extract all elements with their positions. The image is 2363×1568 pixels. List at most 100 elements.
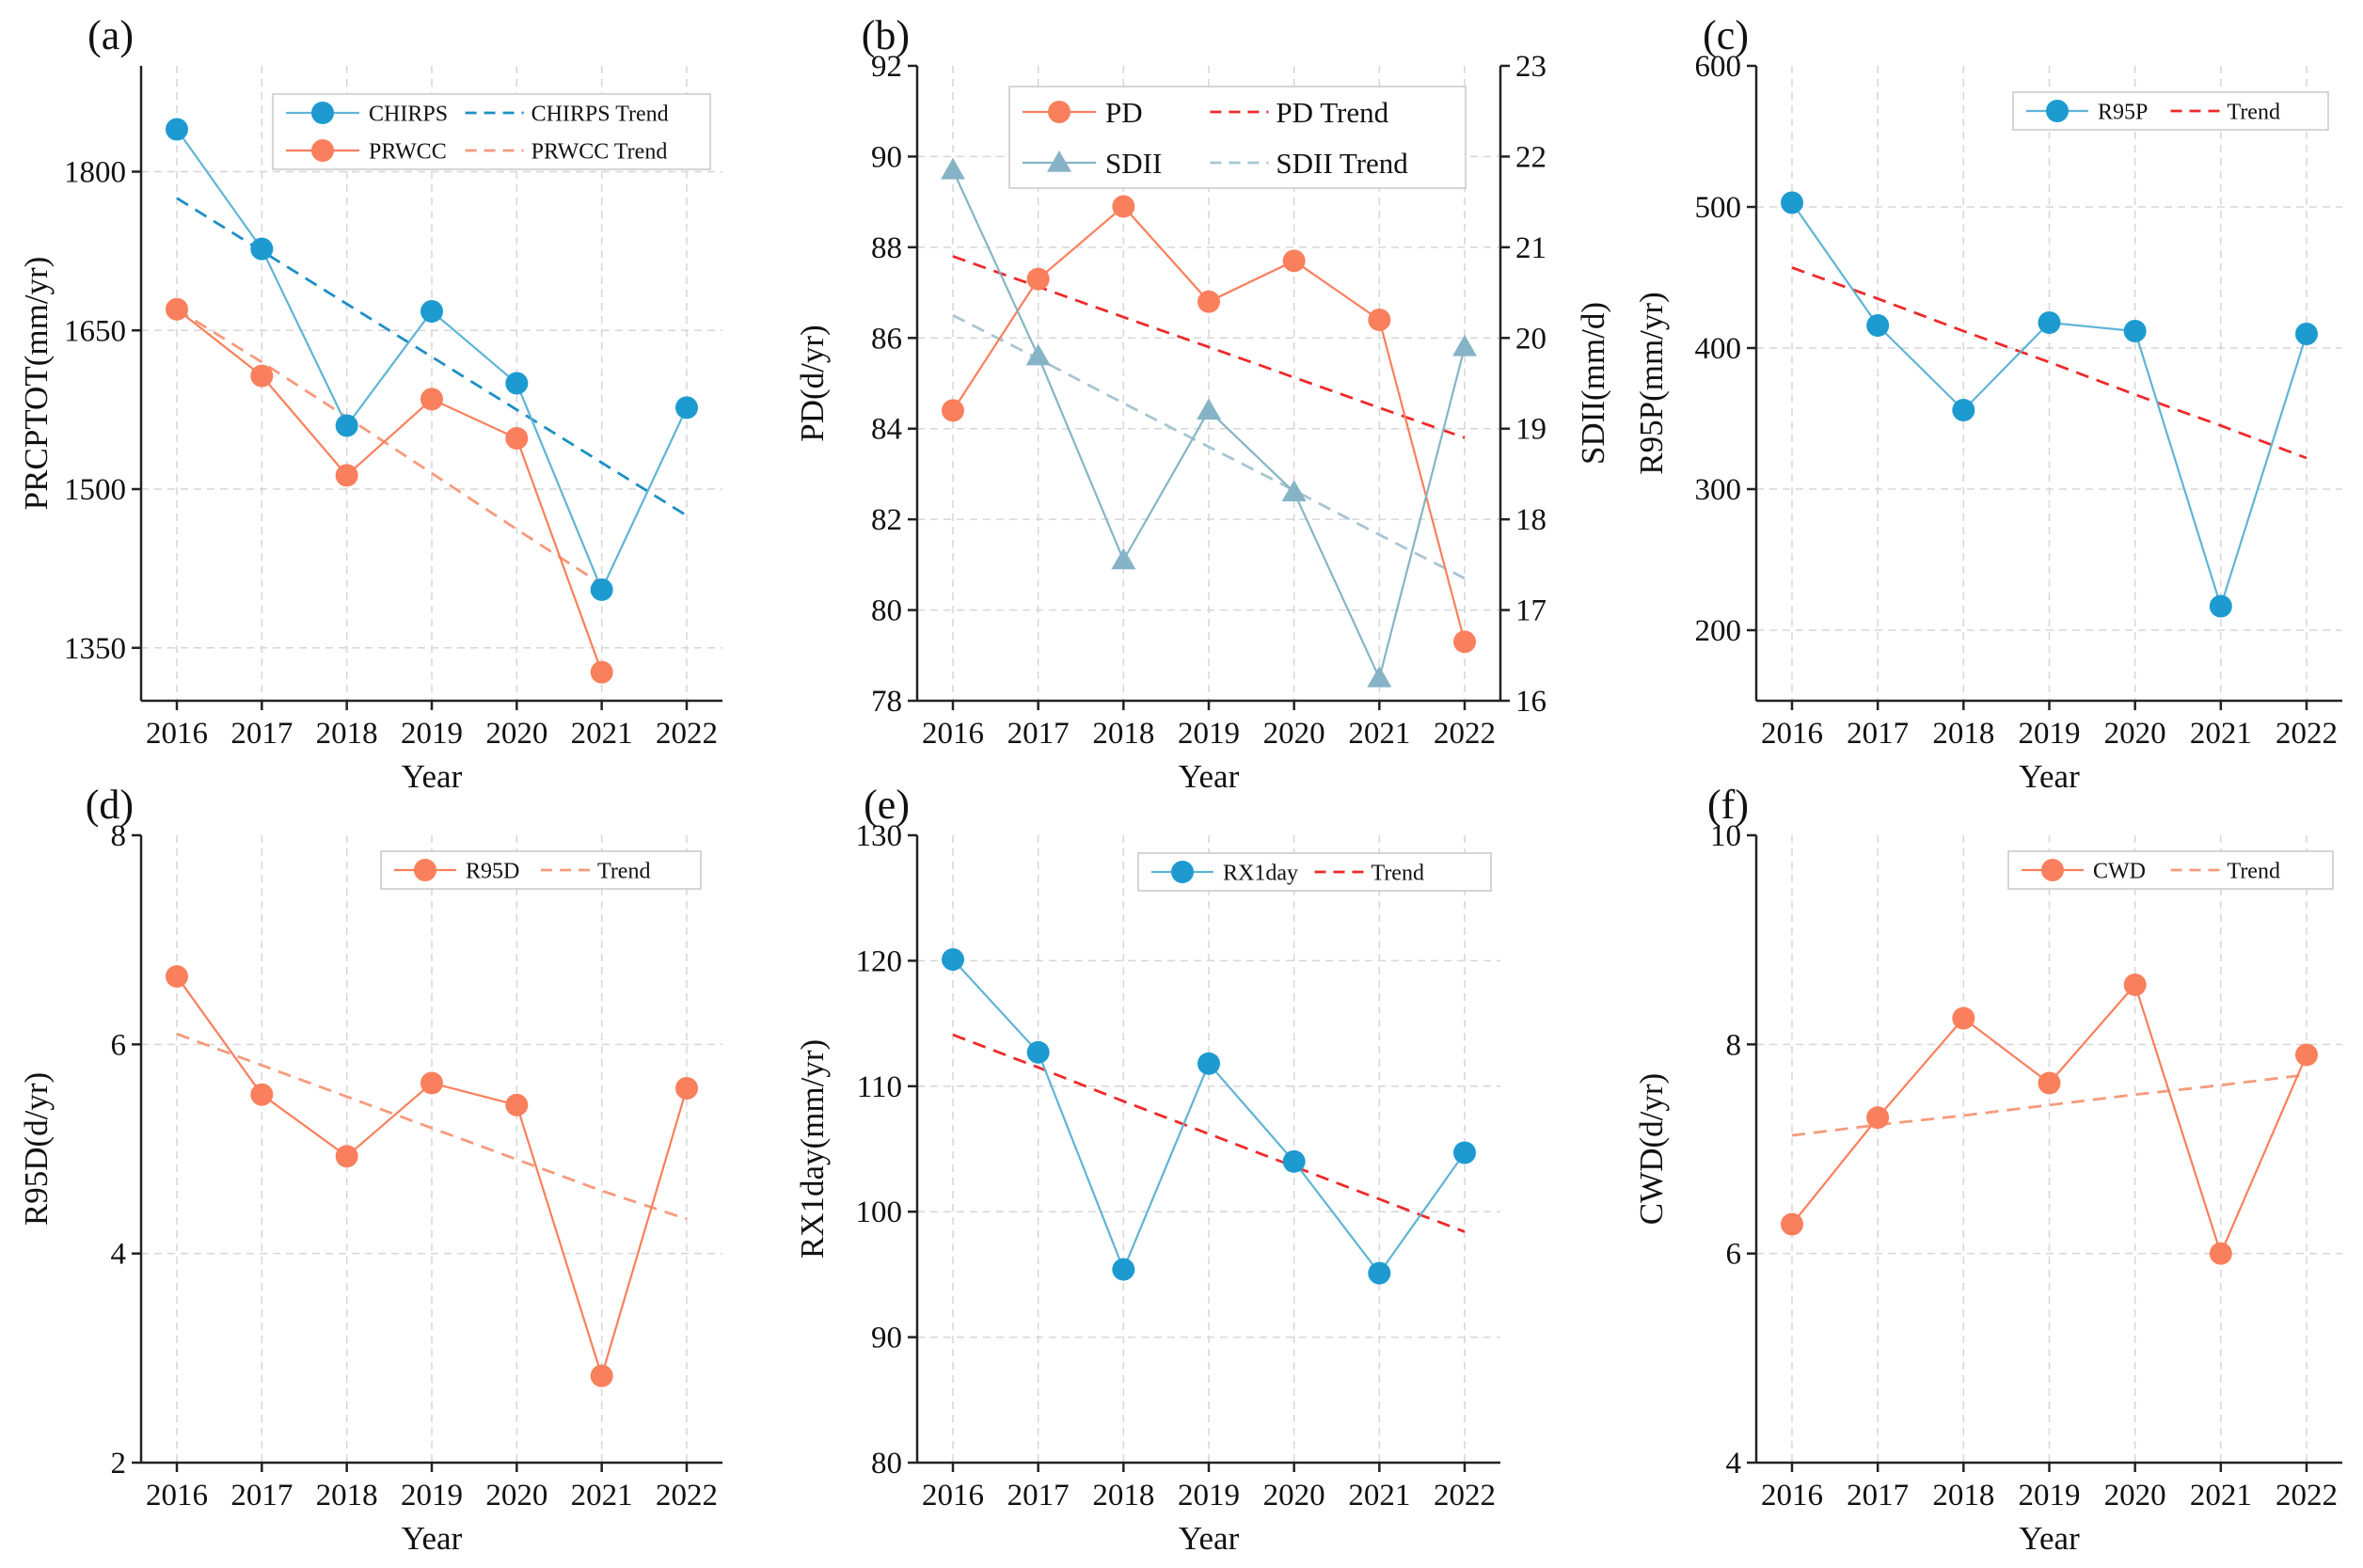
x-tick-label: 2021 bbox=[2190, 1479, 2252, 1513]
panel-label: (e) bbox=[864, 782, 910, 828]
chart-panel-5: 80 90 100 110 120 130 2016 2017 2018 2019 2020 2021… bbox=[794, 782, 1500, 1557]
legend-box bbox=[1008, 86, 1467, 189]
y-tick-label: 80 bbox=[871, 1447, 902, 1481]
x-tick-label: 2016 bbox=[146, 717, 208, 751]
x-axis-title: Year bbox=[402, 758, 463, 795]
data-point-r95d bbox=[505, 1093, 529, 1117]
legend-series-marker bbox=[2046, 100, 2069, 122]
x-tick-label: 2018 bbox=[1092, 717, 1154, 751]
data-point-rx1day bbox=[942, 948, 964, 972]
y-tick-label: 4 bbox=[111, 1238, 127, 1272]
chart-panel-3: 200 300 400 500 600 2016 2017 2018 2019 2020 2021 2… bbox=[1633, 12, 2342, 795]
legend-trend-label: SDII Trend bbox=[1276, 147, 1408, 180]
y-tick-label: 90 bbox=[871, 1322, 902, 1355]
y-tick-label: 120 bbox=[856, 944, 903, 978]
y-tick-label: 86 bbox=[871, 322, 902, 356]
x-tick-label: 2016 bbox=[1761, 1479, 1823, 1513]
data-point-r95p bbox=[2038, 311, 2061, 334]
legend-trend-label: PD Trend bbox=[1276, 96, 1388, 129]
y-tick-label: 300 bbox=[1695, 473, 1742, 507]
data-point-rx1day bbox=[1453, 1141, 1476, 1164]
x-axis-title: Year bbox=[1179, 1520, 1240, 1557]
y-tick-label: 200 bbox=[1695, 614, 1742, 648]
y-tick-label: 500 bbox=[1695, 191, 1742, 225]
panel-label: (f) bbox=[1707, 782, 1749, 828]
y-tick-label: 8 bbox=[1726, 1028, 1742, 1062]
trend-line-trend bbox=[1791, 266, 2307, 460]
x-tick-label: 2020 bbox=[2104, 1479, 2166, 1513]
chart-panel-6: 4 6 8 10 2016 2017 2018 2019 2020 2021 2022 Year CWD… bbox=[1633, 782, 2342, 1557]
y-right-tick-label: 18 bbox=[1515, 503, 1546, 537]
data-point-r95d bbox=[335, 1145, 358, 1168]
panel-label: (b) bbox=[862, 12, 910, 58]
legend-series-label: CHIRPS bbox=[369, 102, 448, 126]
x-tick-label: 2018 bbox=[1932, 717, 1994, 751]
data-point-sdii bbox=[1367, 665, 1392, 688]
legend-trend-label: PRWCC Trend bbox=[531, 139, 668, 164]
x-tick-label: 2016 bbox=[922, 717, 984, 751]
y-tick-label: 100 bbox=[856, 1196, 903, 1229]
data-point-pd bbox=[1368, 309, 1391, 331]
y-right-tick-label: 23 bbox=[1515, 50, 1546, 84]
data-point-cwd bbox=[2123, 973, 2147, 996]
y-tick-label: 84 bbox=[871, 413, 902, 447]
x-tick-label: 2016 bbox=[146, 1479, 208, 1513]
y-right-tick-label: 16 bbox=[1515, 685, 1546, 719]
legend-series-marker bbox=[1171, 861, 1194, 883]
legend-trend-label: CHIRPS Trend bbox=[531, 102, 669, 126]
data-point-r95p bbox=[1952, 399, 1975, 421]
data-point-r95d bbox=[250, 1083, 274, 1106]
x-tick-label: 2019 bbox=[401, 717, 463, 751]
legend-series-marker bbox=[1048, 101, 1070, 123]
y-tick-label: 88 bbox=[871, 231, 902, 265]
panel-label: (c) bbox=[1703, 12, 1749, 58]
y-tick-label: 400 bbox=[1695, 332, 1742, 366]
x-tick-label: 2019 bbox=[1178, 717, 1240, 751]
y-tick-label: 8 bbox=[111, 819, 127, 853]
legend-trend-label: Trend bbox=[2228, 100, 2280, 124]
y-tick-label: 6 bbox=[1726, 1238, 1742, 1272]
x-tick-label: 2020 bbox=[485, 717, 547, 751]
data-point-rx1day bbox=[1026, 1040, 1050, 1064]
y-axis-title: R95D(d/yr) bbox=[18, 1072, 55, 1226]
legend-series-label: CWD bbox=[2093, 859, 2146, 883]
data-point-r95d bbox=[675, 1077, 698, 1101]
data-point-cwd bbox=[2295, 1043, 2318, 1067]
y-tick-label: 10 bbox=[1710, 819, 1741, 853]
y-tick-label: 130 bbox=[856, 819, 903, 853]
x-tick-label: 2018 bbox=[1092, 1479, 1154, 1513]
legend-series-marker bbox=[2041, 859, 2064, 881]
data-point-r95d bbox=[420, 1071, 443, 1095]
data-point-cwd bbox=[1781, 1212, 1803, 1236]
data-point-cwd bbox=[2038, 1071, 2061, 1095]
x-tick-label: 2020 bbox=[485, 1479, 547, 1513]
x-tick-label: 2019 bbox=[1178, 1479, 1240, 1513]
x-tick-label: 2017 bbox=[1007, 717, 1070, 751]
data-point-prwcc bbox=[590, 660, 613, 684]
x-tick-label: 2018 bbox=[316, 717, 378, 751]
x-tick-label: 2018 bbox=[316, 1479, 378, 1513]
y-right-tick-label: 22 bbox=[1515, 140, 1546, 174]
y-axis-title: R95P(mm/yr) bbox=[1633, 292, 1670, 474]
x-tick-label: 2021 bbox=[571, 1479, 633, 1513]
x-tick-label: 2017 bbox=[1007, 1479, 1070, 1513]
y-right-tick-label: 21 bbox=[1515, 231, 1546, 265]
data-point-rx1day bbox=[1197, 1052, 1220, 1075]
x-tick-label: 2019 bbox=[401, 1479, 463, 1513]
data-point-pd bbox=[942, 399, 964, 422]
data-point-prwcc bbox=[420, 388, 443, 411]
data-point-r95p bbox=[1781, 191, 1803, 214]
data-point-chirps bbox=[166, 118, 188, 141]
y-right-tick-label: 19 bbox=[1515, 413, 1546, 447]
y-tick-label: 2 bbox=[111, 1447, 127, 1481]
data-point-rx1day bbox=[1112, 1258, 1135, 1281]
chart-panel-4: 2 4 6 8 2016 2017 2018 2019 2020 2021 2022 Year R95D… bbox=[18, 782, 722, 1557]
data-point-r95p bbox=[2209, 594, 2232, 618]
legend-series-marker bbox=[414, 859, 436, 881]
y-axis-title: RX1day(mm/yr) bbox=[794, 1039, 831, 1259]
data-point-r95p bbox=[2295, 323, 2318, 345]
x-tick-label: 2016 bbox=[1761, 717, 1823, 751]
data-point-r95p bbox=[2123, 320, 2147, 342]
legend-trend-label: Trend bbox=[597, 859, 650, 883]
